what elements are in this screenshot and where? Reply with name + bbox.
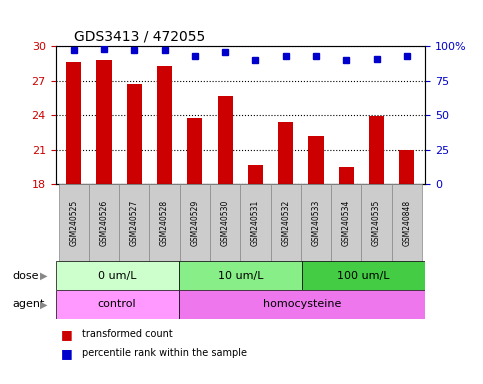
Bar [210,184,241,261]
Text: GSM240535: GSM240535 [372,200,381,246]
Bar [278,122,293,184]
Text: dose: dose [12,270,39,281]
Bar [157,66,172,184]
Bar [301,184,331,261]
Text: ■: ■ [60,328,72,341]
Bar [309,136,324,184]
Bar [369,116,384,184]
Text: percentile rank within the sample: percentile rank within the sample [82,348,247,358]
Bar [399,150,414,184]
Bar [270,184,301,261]
Bar [339,167,354,184]
Text: homocysteine: homocysteine [263,299,341,310]
Text: control: control [98,299,136,310]
Text: GSM240532: GSM240532 [281,200,290,246]
Text: GSM240534: GSM240534 [342,200,351,246]
Bar [56,261,179,290]
Text: 0 um/L: 0 um/L [98,270,136,281]
Text: GSM240530: GSM240530 [221,200,229,246]
Text: 100 um/L: 100 um/L [337,270,390,281]
Bar [331,184,361,261]
Text: 10 um/L: 10 um/L [217,270,263,281]
Text: ■: ■ [60,347,72,360]
Bar [361,184,392,261]
Bar [66,62,81,184]
Bar [241,184,270,261]
Text: GSM240527: GSM240527 [130,200,139,246]
Text: ▶: ▶ [40,299,47,310]
Text: transformed count: transformed count [82,329,173,339]
Bar [56,290,179,319]
Bar [149,184,180,261]
Bar [97,60,112,184]
Bar [217,96,233,184]
Text: GSM240848: GSM240848 [402,200,412,246]
Bar [127,84,142,184]
Bar [248,165,263,184]
Text: GSM240528: GSM240528 [160,200,169,246]
Bar [179,261,302,290]
Text: agent: agent [12,299,44,310]
Text: ▶: ▶ [40,270,47,281]
Bar [58,184,89,261]
Text: GSM240529: GSM240529 [190,200,199,246]
Bar [179,290,425,319]
Bar [302,261,425,290]
Text: GSM240531: GSM240531 [251,200,260,246]
Text: GSM240526: GSM240526 [99,200,109,246]
Bar [119,184,149,261]
Bar [89,184,119,261]
Text: GSM240525: GSM240525 [69,200,78,246]
Bar [392,184,422,261]
Bar [180,184,210,261]
Text: GSM240533: GSM240533 [312,200,321,246]
Text: GDS3413 / 472055: GDS3413 / 472055 [74,30,205,43]
Bar [187,118,202,184]
